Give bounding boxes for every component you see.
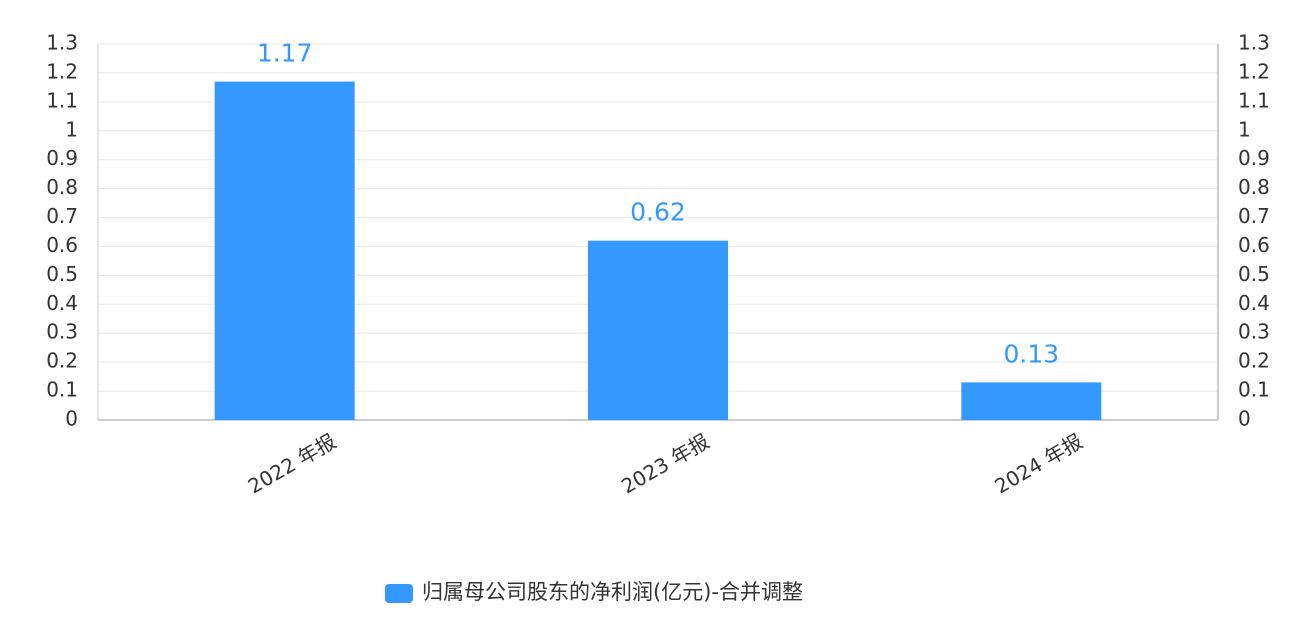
y2-tick-label: 0.1	[1238, 378, 1270, 402]
y-tick-label: 1	[65, 117, 78, 141]
bar	[214, 81, 355, 420]
y-tick-label: 0.6	[46, 233, 78, 257]
y2-tick-label: 0.3	[1238, 320, 1270, 344]
y2-tick-label: 0	[1238, 407, 1251, 431]
y2-tick-label: 0.7	[1238, 204, 1270, 228]
x-tick-label: 2022 年报	[244, 429, 340, 498]
y-tick-label: 0.7	[46, 204, 78, 228]
y2-tick-label: 0.9	[1238, 146, 1270, 170]
y2-tick-label: 0.6	[1238, 233, 1270, 257]
y-tick-label: 0.5	[46, 262, 78, 286]
value-label: 1.17	[257, 39, 313, 68]
y-tick-label: 0.3	[46, 320, 78, 344]
x-tick-label: 2023 年报	[617, 429, 713, 498]
y2-tick-label: 0.5	[1238, 262, 1270, 286]
value-label: 0.62	[630, 198, 686, 227]
bar	[961, 382, 1102, 420]
y-tick-label: 1.1	[46, 88, 78, 112]
y-tick-label: 1.3	[46, 31, 78, 55]
value-label: 0.13	[1003, 339, 1059, 368]
y2-tick-label: 1.2	[1238, 59, 1270, 83]
y2-tick-label: 1.1	[1238, 88, 1270, 112]
y2-tick-label: 0.4	[1238, 291, 1270, 315]
bar	[588, 240, 728, 420]
y-tick-label: 0.1	[46, 378, 78, 402]
y-tick-label: 0.9	[46, 146, 78, 170]
y2-tick-label: 1	[1238, 117, 1251, 141]
y2-tick-label: 0.8	[1238, 175, 1270, 199]
y-tick-label: 0.4	[46, 291, 78, 315]
x-tick-label: 2024 年报	[990, 429, 1086, 498]
y2-tick-label: 1.3	[1238, 31, 1270, 55]
y-tick-label: 1.2	[46, 59, 78, 83]
y-tick-label: 0	[65, 407, 78, 431]
y2-tick-label: 0.2	[1238, 349, 1270, 373]
legend-swatch	[385, 584, 413, 603]
y-tick-label: 0.2	[46, 349, 78, 373]
legend-label: 归属母公司股东的净利润(亿元)-合并调整	[422, 580, 803, 604]
y-tick-label: 0.8	[46, 175, 78, 199]
